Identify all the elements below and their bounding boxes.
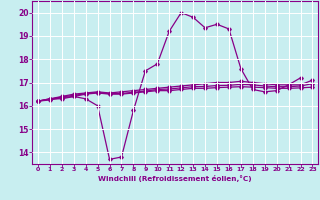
X-axis label: Windchill (Refroidissement éolien,°C): Windchill (Refroidissement éolien,°C) bbox=[98, 175, 252, 182]
